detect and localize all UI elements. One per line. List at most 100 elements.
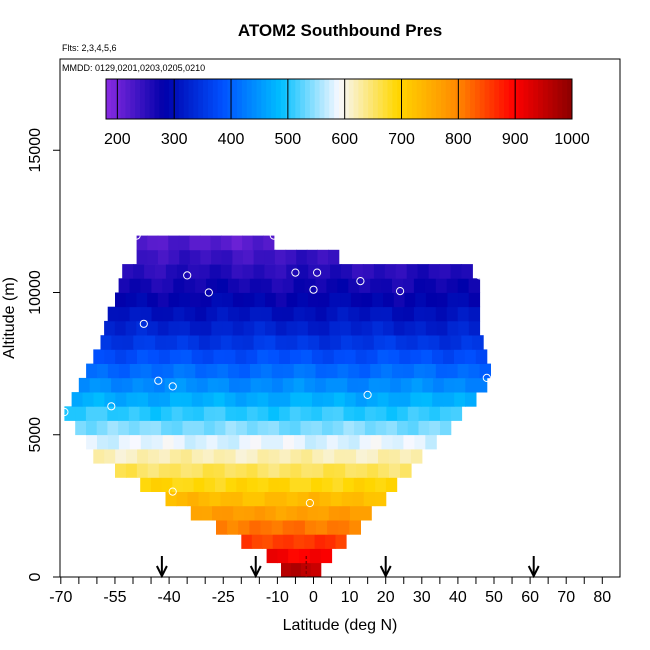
- heatmap-cell: [275, 292, 288, 308]
- heatmap-cell: [312, 449, 324, 464]
- heatmap-cell: [107, 363, 120, 379]
- heatmap-cell: [475, 349, 488, 364]
- heatmap-cell: [93, 449, 105, 464]
- heatmap-cell: [104, 392, 116, 407]
- x-tick-label: -55: [103, 589, 126, 606]
- x-axis: -70 -55 -40 -25 -10 0 10 20 30 40 50 60 70 80: [49, 577, 611, 606]
- heatmap-cell: [340, 320, 352, 336]
- heatmap-cell: [190, 505, 202, 521]
- heatmap-cell: [180, 449, 193, 464]
- heatmap-cell: [239, 306, 251, 322]
- heatmap-cell: [242, 335, 255, 350]
- heatmap-cell: [388, 392, 400, 407]
- heatmap-cell: [260, 363, 273, 379]
- heatmap-cell: [170, 392, 182, 407]
- heatmap-cell: [286, 292, 298, 308]
- heatmap-cell: [200, 320, 212, 336]
- heatmap-cell: [319, 335, 331, 350]
- heatmap-cell: [468, 320, 481, 336]
- heatmap-cell: [372, 292, 384, 308]
- heatmap-cell: [421, 349, 433, 364]
- heatmap-cell: [202, 392, 215, 407]
- heatmap-cell: [137, 392, 149, 407]
- heatmap-cell: [415, 292, 427, 308]
- heatmap-cell: [189, 235, 201, 251]
- colorbar-swatch: [125, 79, 131, 119]
- heatmap-cell: [260, 520, 273, 535]
- heatmap-cell: [97, 363, 109, 379]
- heatmap-cell: [422, 377, 434, 393]
- heatmap-cell: [337, 278, 349, 293]
- observation-marker: [143, 223, 152, 232]
- heatmap-cell: [344, 392, 357, 407]
- heatmap-cell: [424, 278, 437, 293]
- heatmap-cell: [199, 235, 212, 251]
- dates-note: MMDD: 0129,0201,0203,0205,0210: [62, 63, 205, 73]
- heatmap-cell: [275, 320, 287, 336]
- heatmap-cell: [176, 491, 189, 507]
- heatmap-cell: [182, 477, 195, 492]
- heatmap-cell: [168, 292, 180, 308]
- colorbar-swatch: [178, 79, 185, 119]
- heatmap-cell: [454, 392, 466, 407]
- colorbar-swatch: [135, 79, 141, 119]
- heatmap-cell: [162, 278, 174, 293]
- heatmap-cell: [246, 406, 259, 421]
- heatmap-cell: [211, 249, 223, 265]
- heatmap-cell: [250, 434, 262, 450]
- heatmap-cell: [375, 477, 387, 492]
- heatmap-cell: [450, 406, 463, 421]
- colorbar-swatch: [489, 79, 495, 119]
- colorbar-swatch: [377, 79, 384, 119]
- heatmap-cell: [322, 406, 334, 421]
- heatmap-cell: [311, 349, 324, 364]
- heatmap-cell: [173, 278, 185, 293]
- heatmap-cell: [347, 377, 359, 393]
- heatmap-cell: [472, 335, 484, 350]
- heatmap-cell: [393, 320, 405, 336]
- colorbar-swatch: [372, 79, 379, 119]
- heatmap-cell: [211, 320, 223, 336]
- heatmap-cell: [279, 477, 291, 492]
- heatmap-cell: [381, 278, 393, 293]
- heatmap-cell: [166, 335, 178, 350]
- heatmap-cell: [375, 420, 387, 436]
- colorbar-swatch: [426, 79, 432, 119]
- heatmap-cell: [264, 335, 276, 350]
- observation-marker: [139, 319, 148, 328]
- heatmap-cell: [321, 477, 334, 492]
- colorbar-swatch: [397, 79, 403, 119]
- colorbar-swatch: [499, 79, 505, 119]
- heatmap-cell: [407, 420, 420, 436]
- heatmap-cell: [148, 449, 160, 464]
- heatmap-cell: [468, 306, 481, 322]
- colorbar-swatch: [450, 79, 456, 119]
- heatmap-cell: [173, 363, 185, 379]
- heatmap-cell: [241, 534, 253, 549]
- heatmap-cell: [454, 349, 466, 364]
- heatmap-cell: [238, 520, 250, 535]
- colorbar-swatch: [567, 79, 573, 119]
- heatmap-cell: [221, 249, 233, 265]
- heatmap-cell: [159, 449, 171, 464]
- heatmap-cell: [384, 335, 397, 350]
- observation-marker: [313, 268, 322, 277]
- colorbar-swatch: [212, 79, 219, 119]
- heatmap-cell: [385, 477, 398, 492]
- heatmap-cell: [150, 406, 162, 421]
- heatmap-cell: [169, 463, 182, 478]
- heatmap-cell: [301, 449, 313, 464]
- heatmap-cell: [254, 292, 266, 308]
- colorbar-swatch: [319, 79, 325, 119]
- heatmap-cell: [111, 335, 123, 350]
- heatmap-cell: [93, 349, 105, 364]
- heatmap-cell: [299, 548, 311, 564]
- heatmap-cell: [118, 406, 130, 421]
- observation-marker: [154, 376, 163, 385]
- colorbar-swatch: [436, 79, 442, 119]
- heatmap-cell: [158, 349, 171, 364]
- heatmap-cell: [195, 434, 207, 450]
- heatmap-cell: [328, 249, 340, 265]
- heatmap-cell: [250, 377, 262, 393]
- heatmap-cell: [297, 264, 309, 279]
